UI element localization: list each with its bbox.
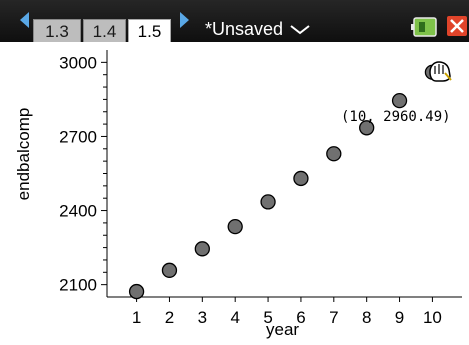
x-tick-label: 8 xyxy=(362,308,371,327)
x-tick-label: 10 xyxy=(423,308,442,327)
left-arrow-icon[interactable] xyxy=(20,12,29,28)
chevron-down-icon[interactable] xyxy=(289,22,311,36)
y-tick-label: 3000 xyxy=(59,53,97,72)
tab-1-3[interactable]: 1.3 xyxy=(33,19,81,42)
graph-area[interactable]: 1 2 3 4 5 6 7 8 9 10 2100 2400 2700 3000 xyxy=(0,42,469,345)
data-point xyxy=(260,194,276,210)
x-tick-label: 6 xyxy=(296,308,305,327)
point-coordinates-label: (10, 2960.49) xyxy=(341,109,451,125)
tab-1-5[interactable]: 1.5 xyxy=(128,19,171,42)
y-axis-label: endbalcomp xyxy=(14,107,33,201)
data-point xyxy=(227,218,243,235)
y-tick-label: 2100 xyxy=(59,276,97,295)
x-tick-label: 5 xyxy=(263,308,272,327)
x-tick-label: 3 xyxy=(198,308,207,327)
battery-icon xyxy=(411,17,437,37)
data-point xyxy=(161,262,178,278)
tick-labels: 1 2 3 4 5 6 7 8 9 10 2100 2400 2700 3000 xyxy=(59,53,442,327)
grab-hand-icon[interactable] xyxy=(426,58,454,84)
data-point xyxy=(326,146,342,162)
x-tick-label: 1 xyxy=(132,308,141,327)
data-point xyxy=(293,170,309,187)
x-tick-label: 7 xyxy=(329,308,338,327)
y-tick-label: 2700 xyxy=(59,127,97,146)
data-point xyxy=(391,92,408,109)
close-icon[interactable] xyxy=(446,13,468,39)
tick-marks xyxy=(101,61,433,302)
data-point xyxy=(128,283,145,300)
data-points xyxy=(128,64,441,300)
x-tick-label: 9 xyxy=(395,308,404,327)
data-point xyxy=(359,120,375,136)
toolbar: 1.3 1.4 1.5 *Unsaved xyxy=(0,0,469,42)
document-title[interactable]: *Unsaved xyxy=(205,19,284,39)
tab-1-4[interactable]: 1.4 xyxy=(83,19,126,42)
axes xyxy=(106,50,462,298)
x-tick-label: 4 xyxy=(230,308,239,327)
x-tick-label: 2 xyxy=(165,308,174,327)
scatter-plot[interactable]: 1 2 3 4 5 6 7 8 9 10 2100 2400 2700 3000 xyxy=(0,42,469,345)
y-tick-label: 2400 xyxy=(59,202,97,221)
right-arrow-icon[interactable] xyxy=(180,12,189,28)
data-point xyxy=(194,241,210,257)
x-axis-label: year xyxy=(266,320,300,339)
